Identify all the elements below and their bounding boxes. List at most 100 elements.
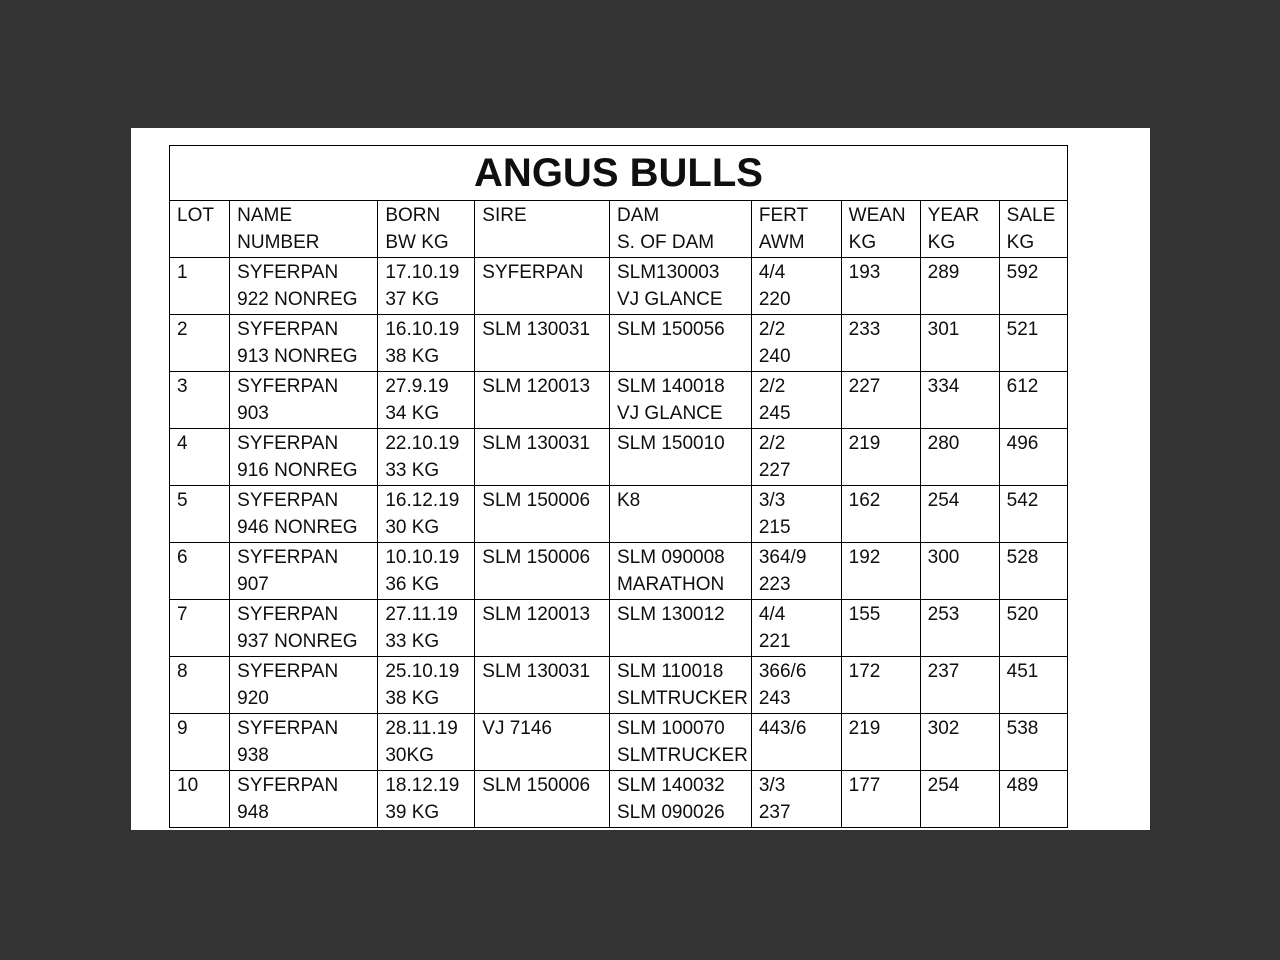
cell-text: 219 [848,433,881,454]
cell-fert-awm: 3/3 215 [750,485,842,543]
table-row: 3 SYFERPAN 903 27.9.19 34 KG SLM 120013 SLM 14… [168,371,1069,429]
cell-text: SLM 130031 [482,661,591,682]
cell-text: 16.12.19 [385,490,460,511]
cell-text: 520 [1006,604,1039,625]
page-title: ANGUS BULLS [169,145,1068,201]
cell-text: 948 [237,802,269,823]
cell-text: 220 [758,289,791,310]
cell-dam-s-of-dam: SLM 140032 SLM 090026 [608,770,752,828]
cell-text: 7 [177,604,188,625]
cell-text: SYFERPAN [237,604,339,625]
cell-sale-kg: 496 [998,428,1069,486]
cell-text: 280 [927,433,960,454]
cell-dam-s-of-dam: K8 [608,485,752,543]
cell-text: 221 [758,631,791,652]
cell-text: SYFERPAN [237,775,339,796]
cell-text: 366/6 [758,661,807,682]
cell-text: 5 [177,490,188,511]
cell-text: 38 KG [385,346,440,367]
cell-text: 3/3 [758,775,786,796]
cell-text: 4/4 [758,262,786,283]
cell-text: 10 [177,775,199,796]
column-header-text: YEAR [927,205,980,226]
column-header-text: KG [1006,232,1035,253]
cell-text: 28.11.19 [385,718,458,739]
cell-born-bw-kg: 18.12.19 39 KG [377,770,476,828]
table-body: 1 SYFERPAN 922 NONREG 17.10.19 37 KG SYFERPAN… [168,257,1069,828]
table-row: 7 SYFERPAN 937 NONREG 27.11.19 33 KG SLM 1200… [168,599,1069,657]
cell-text: VJ GLANCE [616,289,723,310]
cell-text: 451 [1006,661,1039,682]
table-row: 2 SYFERPAN 913 NONREG 16.10.19 38 KG SLM 1300… [168,314,1069,372]
cell-name-number: SYFERPAN 937 NONREG [229,599,379,657]
cell-text: 30KG [385,745,434,766]
cell-text: 240 [758,346,791,367]
cell-born-bw-kg: 10.10.19 36 KG [377,542,476,600]
cell-text: SYFERPAN [237,547,339,568]
cell-year-kg: 253 [919,599,1000,657]
cell-text: 192 [848,547,881,568]
column-header-year-kg: YEAR KG [919,200,1000,258]
cell-text: SYFERPAN [237,376,339,397]
cell-text: 907 [237,574,269,595]
cell-lot: 5 [168,485,231,543]
cell-text: SYFERPAN [237,319,339,340]
cell-year-kg: 280 [919,428,1000,486]
cell-text: 30 KG [385,517,440,538]
cell-lot: 7 [168,599,231,657]
cell-wean-kg: 155 [840,599,921,657]
cell-text: SYFERPAN [237,661,339,682]
cell-text: 443/6 [758,718,807,739]
cell-text: 18.12.19 [385,775,460,796]
cell-text: 17.10.19 [385,262,460,283]
cell-fert-awm: 2/2 245 [750,371,842,429]
cell-text: 254 [927,490,960,511]
cell-text: SLMTRUCKER [616,688,748,709]
cell-text: SYFERPAN [237,262,339,283]
cell-lot: 8 [168,656,231,714]
table-row: 10 SYFERPAN 948 18.12.19 39 KG SLM 150006 SLM … [168,770,1069,828]
cell-text: 542 [1006,490,1039,511]
cell-wean-kg: 193 [840,257,921,315]
cell-text: 254 [927,775,960,796]
column-header-text [482,229,605,256]
cell-text: SLM 150056 [616,319,725,340]
cell-text: 223 [758,574,791,595]
cell-sire: SLM 120013 [474,599,610,657]
cell-text: 612 [1006,376,1039,397]
cell-fert-awm: 2/2 227 [750,428,842,486]
cell-sire: SLM 130031 [474,314,610,372]
cell-text: SLM 140018 [616,376,725,397]
cell-sire: SLM 150006 [474,770,610,828]
title-row: ANGUS BULLS [169,145,1068,201]
cell-lot: 3 [168,371,231,429]
cell-text: 2 [177,319,188,340]
cell-text: SLM 150010 [616,433,725,454]
cell-text: 38 KG [385,688,440,709]
cell-text: 521 [1006,319,1039,340]
cell-lot: 2 [168,314,231,372]
cell-text: 227 [758,460,791,481]
cell-dam-s-of-dam: SLM 130012 [608,599,752,657]
cell-born-bw-kg: 28.11.19 30KG [377,713,476,771]
cell-wean-kg: 172 [840,656,921,714]
cell-fert-awm: 366/6 243 [750,656,842,714]
column-header-text: KG [848,232,877,253]
cell-text: 33 KG [385,631,440,652]
cell-wean-kg: 162 [840,485,921,543]
cell-text: 496 [1006,433,1039,454]
cell-dam-s-of-dam: SLM 110018 SLMTRUCKER [608,656,752,714]
column-header-text: NAME [237,205,293,226]
cell-text: 2/2 [758,433,786,454]
cell-text: 2/2 [758,319,786,340]
cell-dam-s-of-dam: SLM130003 VJ GLANCE [608,257,752,315]
cell-fert-awm: 364/9 223 [750,542,842,600]
cell-text: 302 [927,718,960,739]
column-header-text: S. OF DAM [616,232,715,253]
cell-name-number: SYFERPAN 916 NONREG [229,428,379,486]
column-header-name-number: NAME NUMBER [229,200,379,258]
column-header-text: DAM [616,205,660,226]
cell-sire: SLM 130031 [474,656,610,714]
cell-text: SLM 090026 [616,802,725,823]
cell-text: 538 [1006,718,1039,739]
